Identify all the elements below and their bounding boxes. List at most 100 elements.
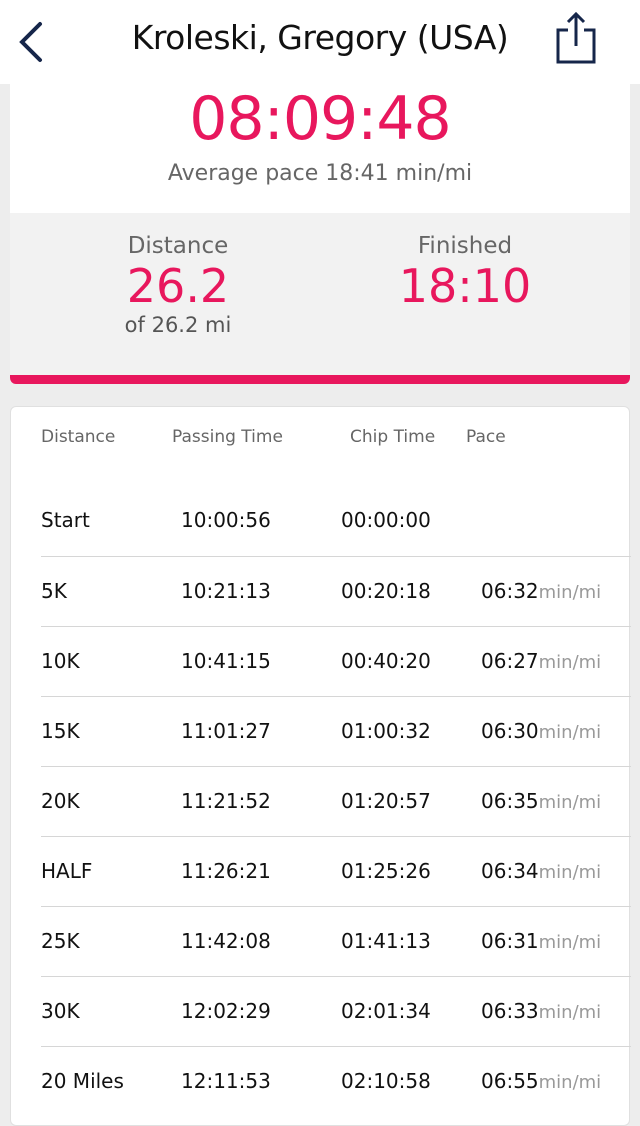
share-button[interactable] xyxy=(552,10,600,66)
cell-passing: 10:21:13 xyxy=(181,579,271,603)
cell-pace: 06:32min/mi xyxy=(481,579,601,603)
cell-distance: 5K xyxy=(41,579,67,603)
cell-distance: 30K xyxy=(41,999,80,1023)
distance-sub: of 26.2 mi xyxy=(124,313,232,337)
distance-value: 20 Miles xyxy=(41,1069,124,1093)
pace-unit: min/mi xyxy=(538,932,602,953)
passing-value: 10:00:56 xyxy=(181,508,271,532)
cell-chip: 01:20:57 xyxy=(341,789,431,813)
back-button[interactable] xyxy=(14,20,54,64)
header-pace: Pace xyxy=(466,427,506,447)
cell-chip: 00:40:20 xyxy=(341,649,431,673)
pace-unit: min/mi xyxy=(538,652,602,673)
cell-pace: 06:27min/mi xyxy=(481,649,601,673)
distance-value: 5K xyxy=(41,579,67,603)
passing-value: 12:11:53 xyxy=(181,1069,271,1093)
header-passing-time: Passing Time xyxy=(172,427,283,447)
cell-passing: 10:41:15 xyxy=(181,649,271,673)
finished-value: 18:10 xyxy=(398,259,532,313)
cell-pace: 06:33min/mi xyxy=(481,999,601,1023)
chip-value: 02:01:34 xyxy=(341,999,431,1023)
cell-chip: 02:01:34 xyxy=(341,999,431,1023)
table-row[interactable]: HALF 11:26:21 01:25:26 06:34min/mi xyxy=(41,836,631,906)
table-row[interactable]: 10K 10:41:15 00:40:20 06:27min/mi xyxy=(41,626,631,696)
table-row[interactable]: 20 Miles 12:11:53 02:10:58 06:55min/mi xyxy=(41,1046,631,1116)
header-distance: Distance xyxy=(41,427,116,447)
pace-unit: min/mi xyxy=(538,1002,602,1023)
table-row[interactable]: 20K 11:21:52 01:20:57 06:35min/mi xyxy=(41,766,631,836)
table-row[interactable]: 5K 10:21:13 00:20:18 06:32min/mi xyxy=(41,556,631,626)
cell-chip: 02:10:58 xyxy=(341,1069,431,1093)
cell-distance: 10K xyxy=(41,649,80,673)
pace-value: 06:34 xyxy=(481,859,539,883)
passing-value: 11:42:08 xyxy=(181,929,271,953)
cell-pace: 06:34min/mi xyxy=(481,859,601,883)
share-icon xyxy=(556,11,596,64)
cell-distance: 20K xyxy=(41,789,80,813)
chevron-left-icon xyxy=(19,22,42,62)
cell-distance: HALF xyxy=(41,859,92,883)
chip-value: 00:40:20 xyxy=(341,649,431,673)
finish-time: 08:09:48 xyxy=(189,84,451,154)
pace-value: 06:30 xyxy=(481,719,539,743)
pace-value: 06:35 xyxy=(481,789,539,813)
distance-value: HALF xyxy=(41,859,93,883)
passing-value: 10:41:15 xyxy=(181,649,271,673)
result-summary-card: 08:09:48 Average pace 18:41 min/mi Dista… xyxy=(10,60,630,384)
pace-value: 06:31 xyxy=(481,929,539,953)
cell-distance: 20 Miles xyxy=(41,1069,124,1093)
cell-passing: 11:01:27 xyxy=(181,719,271,743)
cell-chip: 00:00:00 xyxy=(341,508,431,532)
table-row[interactable]: 30K 12:02:29 02:01:34 06:33min/mi xyxy=(41,976,631,1046)
passing-value: 11:01:27 xyxy=(181,719,271,743)
distance-value: 26.2 xyxy=(126,259,230,313)
distance-value: 30K xyxy=(41,999,80,1023)
cell-pace: 06:30min/mi xyxy=(481,719,601,743)
cell-distance: 25K xyxy=(41,929,80,953)
chip-value: 00:00:00 xyxy=(341,508,431,532)
pace-value: 06:27 xyxy=(481,649,539,673)
pace-unit: min/mi xyxy=(538,722,602,743)
stats-panel: Distance 26.2 of 26.2 mi Finished 18:10 xyxy=(10,213,630,375)
cell-passing: 10:00:56 xyxy=(181,508,271,532)
cell-passing: 11:26:21 xyxy=(181,859,271,883)
distance-value: Start xyxy=(41,508,90,532)
cell-passing: 11:21:52 xyxy=(181,789,271,813)
header-chip-time: Chip Time xyxy=(350,427,436,447)
splits-table: Distance Passing Time Chip Time Pace Sta… xyxy=(10,406,631,1126)
distance-stat: Distance 26.2 of 26.2 mi xyxy=(28,233,328,337)
table-row[interactable]: Start 10:00:56 00:00:00 xyxy=(41,486,631,556)
distance-value: 25K xyxy=(41,929,80,953)
cell-pace: 06:31min/mi xyxy=(481,929,601,953)
table-row[interactable]: 15K 11:01:27 01:00:32 06:30min/mi xyxy=(41,696,631,766)
cell-pace: 06:35min/mi xyxy=(481,789,601,813)
chip-value: 01:25:26 xyxy=(341,859,431,883)
distance-label: Distance xyxy=(127,233,229,259)
cell-passing: 12:02:29 xyxy=(181,999,271,1023)
pace-unit: min/mi xyxy=(538,1072,602,1093)
cell-chip: 00:20:18 xyxy=(341,579,431,603)
passing-value: 10:21:13 xyxy=(181,579,271,603)
finished-stat: Finished 18:10 xyxy=(315,233,615,313)
passing-value: 11:26:21 xyxy=(181,859,271,883)
pace-unit: min/mi xyxy=(538,582,602,603)
passing-value: 12:02:29 xyxy=(181,999,271,1023)
cell-distance: Start xyxy=(41,508,90,532)
cell-chip: 01:41:13 xyxy=(341,929,431,953)
chip-value: 01:20:57 xyxy=(341,789,431,813)
chip-value: 01:41:13 xyxy=(341,929,431,953)
chip-value: 01:00:32 xyxy=(341,719,431,743)
chip-value: 02:10:58 xyxy=(341,1069,431,1093)
passing-value: 11:21:52 xyxy=(181,789,271,813)
pace-value: 06:32 xyxy=(481,579,539,603)
distance-value: 10K xyxy=(41,649,80,673)
cell-chip: 01:25:26 xyxy=(341,859,431,883)
cell-passing: 11:42:08 xyxy=(181,929,271,953)
table-row[interactable]: 25K 11:42:08 01:41:13 06:31min/mi xyxy=(41,906,631,976)
header: Kroleski, Gregory (USA) xyxy=(0,0,640,84)
pace-value: 06:33 xyxy=(481,999,539,1023)
cell-distance: 15K xyxy=(41,719,80,743)
distance-value: 15K xyxy=(41,719,80,743)
pace-unit: min/mi xyxy=(538,792,602,813)
cell-chip: 01:00:32 xyxy=(341,719,431,743)
